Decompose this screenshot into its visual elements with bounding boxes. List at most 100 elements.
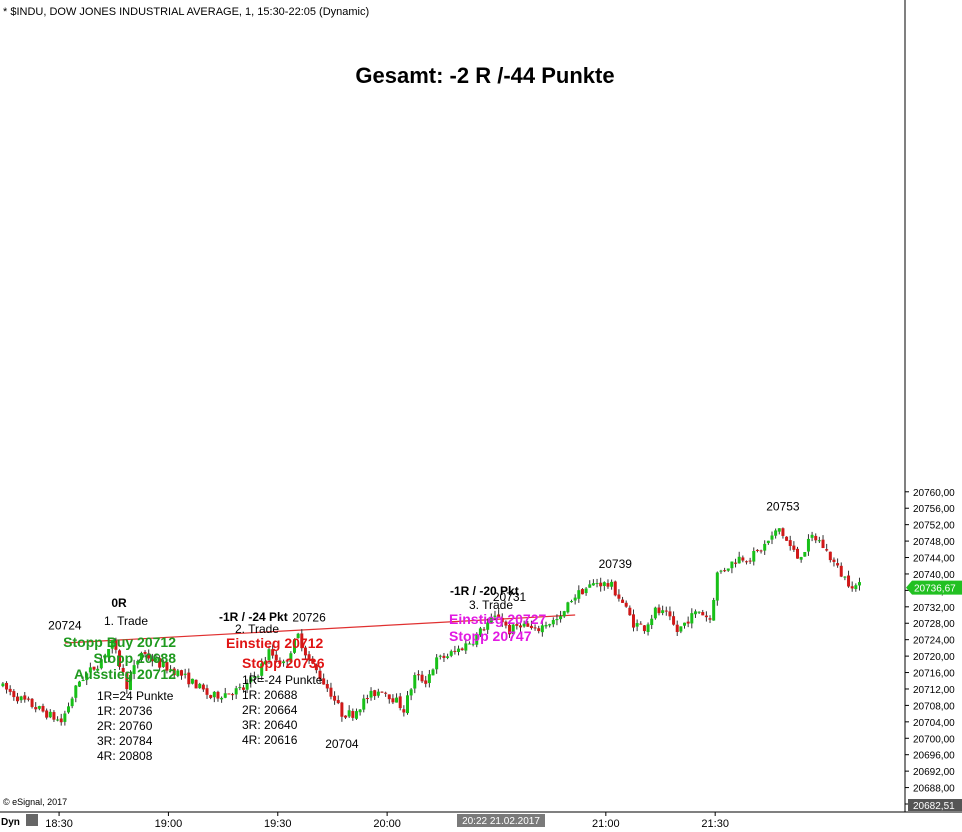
cursor-time-box: 20:22 21.02.2017 — [457, 814, 545, 827]
candle — [770, 531, 774, 545]
candle-body — [325, 684, 329, 689]
pivot-label: 20704 — [325, 737, 359, 751]
candle — [67, 702, 71, 714]
trade3-entry: Einstieg 20727 — [449, 611, 546, 627]
candle-body — [518, 625, 522, 628]
trade3-label: 3. Trade — [469, 598, 513, 612]
candle-body — [741, 557, 745, 561]
candle — [249, 672, 253, 688]
candle — [405, 690, 409, 715]
candle-body — [398, 696, 402, 709]
mode-indicator[interactable]: Dyn — [1, 814, 38, 828]
candle — [223, 687, 227, 699]
candle — [187, 668, 191, 688]
candle-body — [311, 659, 315, 664]
candle-body — [420, 674, 424, 682]
trade1-label: 1. Trade — [104, 614, 148, 628]
candle — [766, 540, 770, 545]
candle-body — [847, 575, 851, 587]
candle — [380, 691, 384, 693]
x-tick-label: 19:00 — [155, 818, 183, 827]
candle-body — [63, 713, 67, 722]
candle-body — [704, 615, 708, 618]
candle — [752, 547, 756, 566]
trade3-annotation: -1R / -20 Pkt 3. Trade Einstieg 20727 St… — [449, 584, 546, 644]
candle — [169, 665, 173, 673]
candle — [121, 664, 125, 676]
candle — [194, 679, 198, 689]
candle — [617, 589, 621, 602]
candle — [723, 567, 727, 573]
candle-body — [617, 594, 621, 599]
candle-body — [650, 618, 654, 626]
candle-body — [661, 610, 665, 614]
candle-body — [763, 543, 767, 551]
candle — [712, 597, 716, 621]
candle — [555, 614, 559, 626]
candle-body — [599, 582, 603, 587]
candle — [34, 702, 38, 713]
candle — [150, 653, 154, 667]
candle — [238, 683, 242, 691]
candle — [96, 665, 100, 672]
candle — [566, 601, 570, 614]
candle-body — [413, 675, 417, 689]
trade3-stop: Stopp 20747 — [449, 628, 532, 644]
candle — [522, 620, 526, 628]
candle-body — [169, 669, 173, 671]
candle — [817, 536, 821, 543]
candle — [588, 580, 592, 588]
candle — [533, 624, 537, 631]
mode-icon[interactable] — [26, 814, 38, 826]
candle-body — [850, 586, 854, 589]
candle — [340, 701, 344, 722]
y-tick-label: 20688,00 — [913, 784, 955, 795]
mode-label: Dyn — [1, 817, 20, 827]
candle — [774, 528, 778, 539]
candle — [409, 688, 413, 701]
candle — [48, 709, 52, 719]
candle-body — [300, 633, 304, 649]
candle — [854, 583, 858, 592]
candle-body — [107, 649, 111, 658]
candle — [373, 689, 377, 700]
candle-body — [172, 668, 176, 676]
candle-body — [788, 540, 792, 547]
x-tick-label: 21:30 — [701, 818, 729, 827]
candle-body — [642, 625, 646, 632]
candle-body — [446, 656, 450, 658]
candle-body — [209, 695, 213, 698]
candle — [333, 691, 337, 705]
candle-body — [810, 534, 814, 538]
candle — [183, 668, 187, 679]
candle — [376, 688, 380, 698]
candle-body — [34, 707, 38, 710]
candle — [500, 613, 504, 628]
cursor-time-bg — [457, 814, 545, 827]
candle — [212, 691, 216, 703]
candle — [814, 533, 818, 544]
candle — [136, 659, 140, 669]
candles — [1, 527, 861, 726]
candle — [220, 696, 224, 703]
candle-body — [839, 565, 843, 577]
candle-body — [796, 548, 800, 559]
candle — [369, 687, 373, 701]
candle — [591, 579, 595, 586]
candle — [788, 535, 792, 551]
candle-body — [464, 643, 468, 651]
candle — [227, 693, 231, 695]
candle-body — [405, 695, 409, 714]
candle-body — [234, 688, 238, 695]
candle — [322, 673, 326, 685]
candle — [139, 651, 143, 663]
candle — [231, 692, 235, 701]
candle-body — [497, 614, 501, 617]
candle — [85, 672, 89, 686]
candle-body — [37, 706, 41, 709]
candle-body — [23, 695, 27, 700]
candle-body — [118, 650, 122, 667]
candle — [128, 670, 132, 691]
candle — [318, 667, 322, 683]
candle — [92, 666, 96, 671]
